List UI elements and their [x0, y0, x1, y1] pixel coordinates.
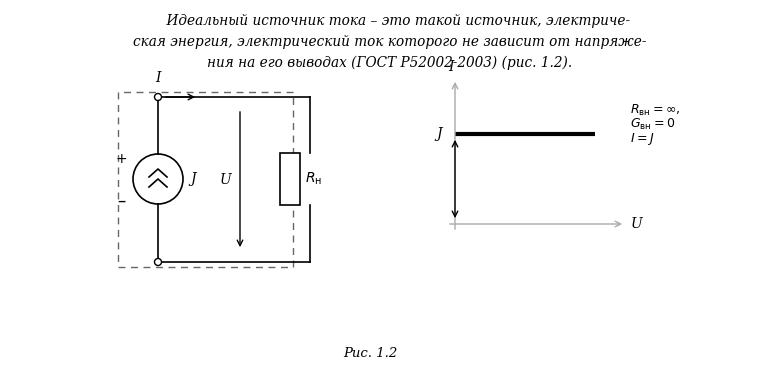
Text: I: I [448, 60, 454, 74]
Text: –: – [117, 192, 125, 210]
Circle shape [155, 259, 162, 265]
Text: $G_{\rm вн} = 0$: $G_{\rm вн} = 0$ [630, 117, 676, 131]
Text: J: J [190, 172, 195, 186]
Text: $R_{\rm н}$: $R_{\rm н}$ [305, 171, 322, 187]
Text: $I = J$: $I = J$ [630, 131, 654, 147]
Text: Идеальный источник тока – это такой источник, электриче-
ская энергия, электриче: Идеальный источник тока – это такой исто… [134, 14, 647, 70]
Bar [280, 153, 300, 205]
Circle shape [155, 94, 162, 100]
Text: J: J [436, 127, 442, 141]
Text: +: + [115, 152, 127, 166]
Text: U: U [631, 217, 643, 231]
Text: U: U [220, 173, 232, 186]
Text: I: I [155, 71, 161, 85]
Text: Рис. 1.2: Рис. 1.2 [343, 347, 397, 360]
Text: $R_{\rm вн} = \infty,$: $R_{\rm вн} = \infty,$ [630, 102, 680, 118]
